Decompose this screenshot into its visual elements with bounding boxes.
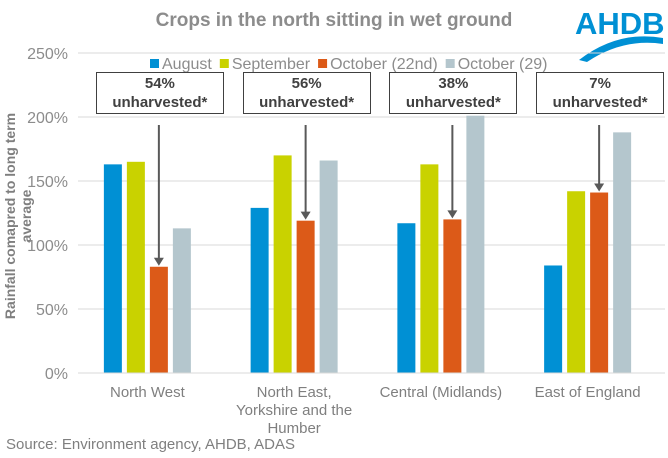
bar-october-22nd- xyxy=(590,192,609,373)
annotation-box: 56% unharvested* xyxy=(242,72,371,114)
legend-label: September xyxy=(232,56,311,73)
annotation-box: 7% unharvested* xyxy=(536,72,665,114)
legend-swatch xyxy=(150,59,159,68)
y-tick-label: 100% xyxy=(27,238,68,255)
arrow-head-icon xyxy=(447,210,458,219)
annotation-text: unharvested* xyxy=(405,94,501,111)
bar-august xyxy=(397,223,416,373)
y-tick-label: 0% xyxy=(45,366,68,383)
x-tick-label: East of England xyxy=(535,384,641,401)
arrow-head-icon xyxy=(594,183,605,192)
bar-september xyxy=(273,155,292,373)
legend-swatch xyxy=(445,59,455,68)
legend-label: October (29) xyxy=(458,56,548,73)
bar-september xyxy=(567,191,586,373)
arrow-head-icon xyxy=(153,257,164,266)
annotation-box: 38% unharvested* xyxy=(389,72,518,114)
bar-october-29- xyxy=(466,115,485,373)
legend-swatch xyxy=(318,59,328,68)
bar-august xyxy=(250,207,269,373)
bar-october-22nd- xyxy=(149,266,168,373)
annotation-percent: 54% xyxy=(144,75,175,92)
annotation-percent: 38% xyxy=(438,75,469,92)
x-tick-label: Yorkshire and the xyxy=(236,402,352,419)
legend-swatch xyxy=(219,59,229,68)
bar-october-29- xyxy=(172,228,191,373)
source-note: Source: Environment agency, AHDB, ADAS xyxy=(6,436,296,453)
bar-october-22nd- xyxy=(296,220,315,373)
x-tick-label: North West xyxy=(110,384,186,401)
x-tick-label: Central (Midlands) xyxy=(380,384,503,401)
arrow-head-icon xyxy=(300,211,311,220)
bar-october-29- xyxy=(319,160,338,373)
y-tick-label: 50% xyxy=(36,302,68,319)
bar-september xyxy=(126,161,145,373)
bar-october-29- xyxy=(613,132,632,373)
annotation-percent: 7% xyxy=(589,75,611,92)
y-tick-label: 200% xyxy=(27,110,68,127)
y-tick-label: 150% xyxy=(27,174,68,191)
annotation-text: unharvested* xyxy=(259,94,355,111)
y-tick-label: 250% xyxy=(27,46,68,63)
annotation-text: unharvested* xyxy=(112,94,208,111)
x-tick-label: Humber xyxy=(267,420,320,437)
legend-label: October (22nd) xyxy=(330,56,438,73)
annotation-percent: 56% xyxy=(291,75,322,92)
bar-august xyxy=(544,265,563,373)
x-tick-label: North East, xyxy=(257,384,332,401)
annotation-box: 54% unharvested* xyxy=(95,72,224,114)
chart-title: Crops in the north sitting in wet ground xyxy=(155,10,513,31)
ahdb-logo: AHDB xyxy=(573,2,665,67)
bar-october-22nd- xyxy=(443,219,462,373)
bar-september xyxy=(420,164,439,373)
annotation-text: unharvested* xyxy=(552,94,648,111)
bar-august xyxy=(103,164,122,373)
logo-text: AHDB xyxy=(575,6,665,41)
legend-label: August xyxy=(162,56,212,73)
